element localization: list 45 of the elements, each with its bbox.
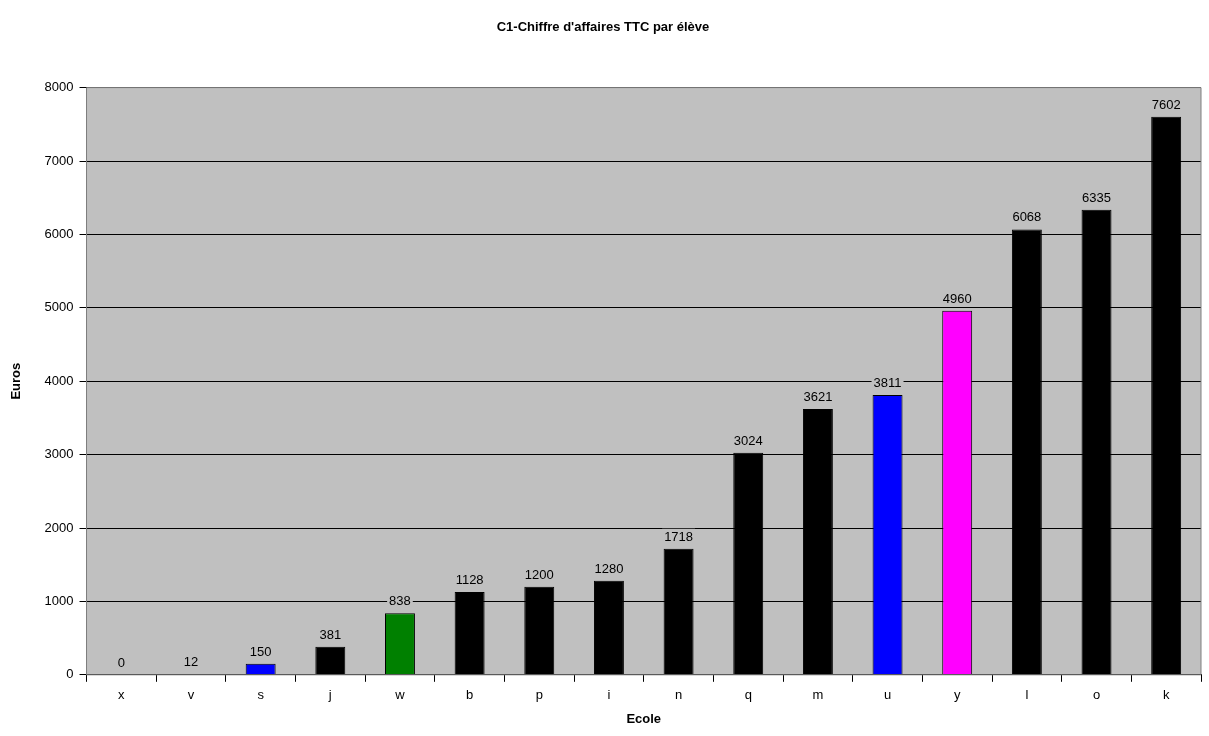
y-tick-label: 2000 [44, 519, 74, 535]
data-label: 7602 [1151, 96, 1181, 112]
data-label: 12 [183, 654, 199, 669]
x-tick-label: v [187, 687, 195, 703]
data-label: 3621 [803, 389, 833, 405]
data-label: 6335 [1082, 189, 1111, 205]
data-label: 150 [249, 643, 272, 659]
x-tick-label: k [1162, 687, 1170, 703]
y-tick-label: 4000 [44, 372, 74, 388]
data-label: 0 [117, 654, 125, 670]
y-tick-label: 5000 [44, 299, 74, 315]
x-tick-label: q [744, 687, 752, 703]
data-label: 381 [319, 626, 342, 642]
y-tick-label: 8000 [44, 79, 74, 95]
x-tick-label: j [327, 687, 332, 703]
data-label: 1718 [664, 528, 694, 544]
x-tick-label: m [812, 687, 824, 703]
x-tick-label: n [674, 687, 683, 703]
x-tick-label: l [1025, 687, 1029, 703]
y-tick-label: 7000 [44, 152, 74, 168]
data-label: 6068 [1012, 209, 1042, 225]
x-tick-label: u [883, 687, 892, 703]
x-tick-label: s [257, 687, 265, 703]
data-label: 1280 [594, 560, 624, 576]
x-tick-label: i [607, 687, 611, 703]
bar [315, 646, 346, 675]
data-label: 3024 [733, 432, 763, 448]
y-tick-label: 1000 [44, 592, 74, 608]
y-tick-label: 0 [66, 666, 74, 682]
y-axis-title: Euros [8, 362, 24, 400]
x-axis-title: Ecole [626, 710, 662, 726]
x-tick-label: o [1092, 687, 1101, 703]
y-tick-label: 6000 [44, 225, 74, 241]
x-tick-label: x [118, 687, 126, 703]
data-label: 3811 [873, 375, 902, 391]
chart-title: C1-Chiffre d'affaires TTC par élève [496, 19, 710, 35]
data-label: 1200 [524, 566, 554, 582]
x-tick-label: w [394, 687, 406, 703]
x-tick-label: p [535, 687, 543, 703]
x-tick-label: b [466, 687, 474, 703]
data-label: 838 [389, 593, 411, 609]
data-label: 4960 [942, 290, 972, 306]
data-label: 1128 [455, 572, 484, 588]
y-tick-label: 3000 [44, 446, 74, 462]
x-tick-label: y [953, 687, 961, 703]
